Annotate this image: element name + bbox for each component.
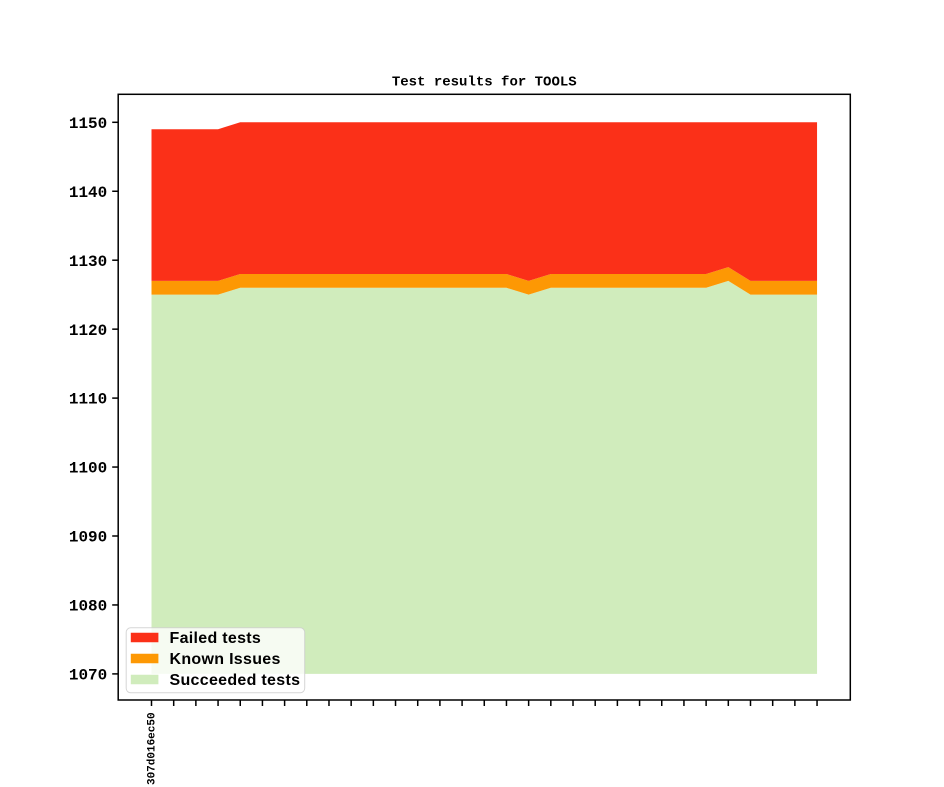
svg-text:Test results for TOOLS: Test results for TOOLS: [392, 74, 577, 90]
svg-text:1130: 1130: [69, 253, 107, 271]
svg-text:1070: 1070: [69, 667, 107, 685]
svg-text:1100: 1100: [69, 460, 107, 478]
svg-text:1140: 1140: [69, 184, 107, 202]
svg-text:1080: 1080: [69, 598, 107, 616]
svg-text:Failed tests: Failed tests: [170, 630, 262, 647]
svg-text:1150: 1150: [69, 115, 107, 133]
svg-text:1110: 1110: [69, 391, 107, 409]
svg-text:Known Issues: Known Issues: [170, 651, 281, 668]
svg-text:307d016ec50: 307d016ec50: [146, 712, 158, 785]
svg-text:Succeeded tests: Succeeded tests: [170, 672, 301, 689]
svg-text:1090: 1090: [69, 529, 107, 547]
svg-text:1120: 1120: [69, 322, 107, 340]
